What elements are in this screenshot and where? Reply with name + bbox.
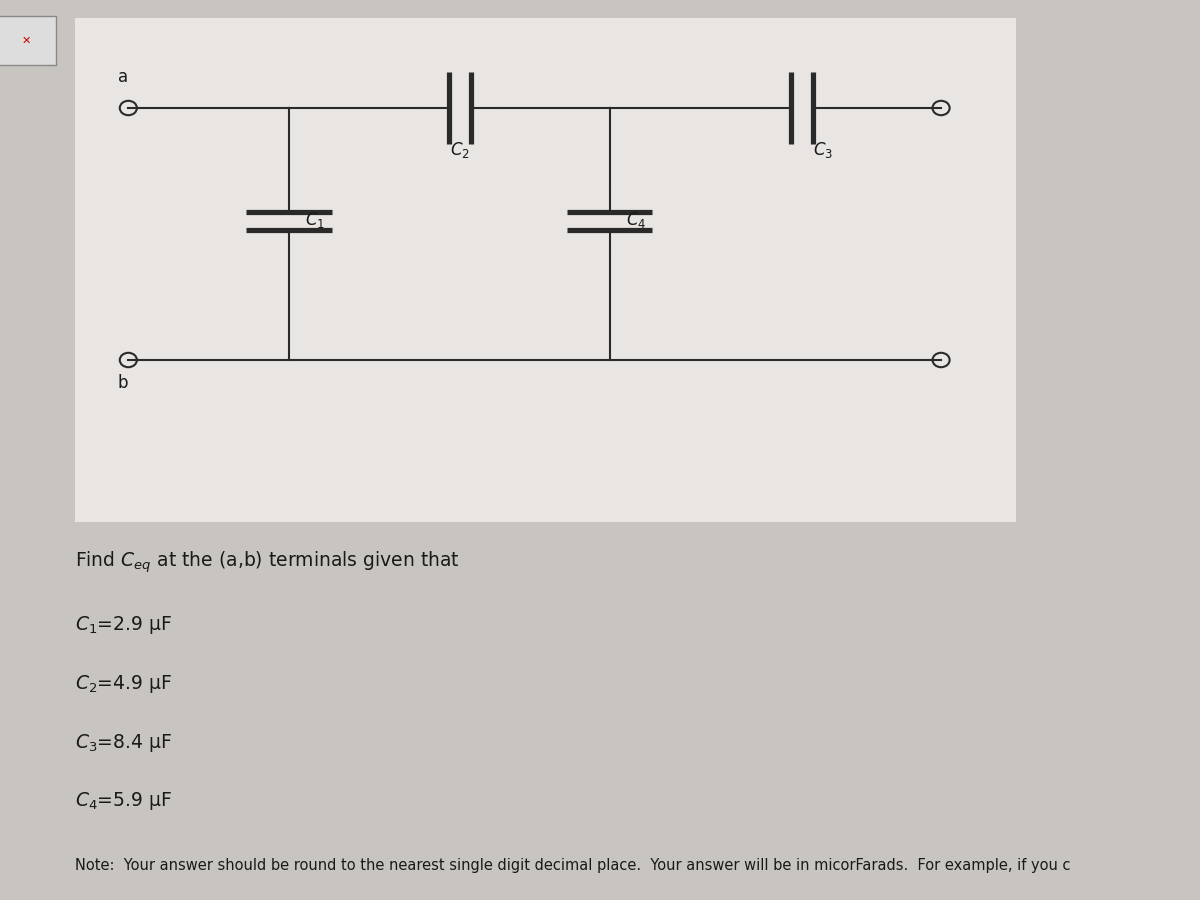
- Text: Find $C_{eq}$ at the (a,b) terminals given that: Find $C_{eq}$ at the (a,b) terminals giv…: [74, 550, 460, 575]
- Text: $C_2$=4.9 μF: $C_2$=4.9 μF: [74, 673, 172, 695]
- FancyBboxPatch shape: [0, 15, 56, 66]
- Text: $C_4$: $C_4$: [625, 211, 646, 230]
- FancyBboxPatch shape: [74, 18, 1016, 522]
- Text: $C_1$=2.9 μF: $C_1$=2.9 μF: [74, 615, 172, 636]
- Text: a: a: [118, 68, 128, 86]
- Text: $C_3$: $C_3$: [812, 140, 833, 159]
- Text: $C_2$: $C_2$: [450, 140, 469, 159]
- Text: ✕: ✕: [22, 35, 31, 46]
- Text: b: b: [118, 374, 128, 392]
- Text: $C_1$: $C_1$: [305, 211, 325, 230]
- Text: $C_3$=8.4 μF: $C_3$=8.4 μF: [74, 732, 172, 753]
- Text: $C_4$=5.9 μF: $C_4$=5.9 μF: [74, 790, 172, 812]
- Text: Note:  Your answer should be round to the nearest single digit decimal place.  Y: Note: Your answer should be round to the…: [74, 859, 1070, 873]
